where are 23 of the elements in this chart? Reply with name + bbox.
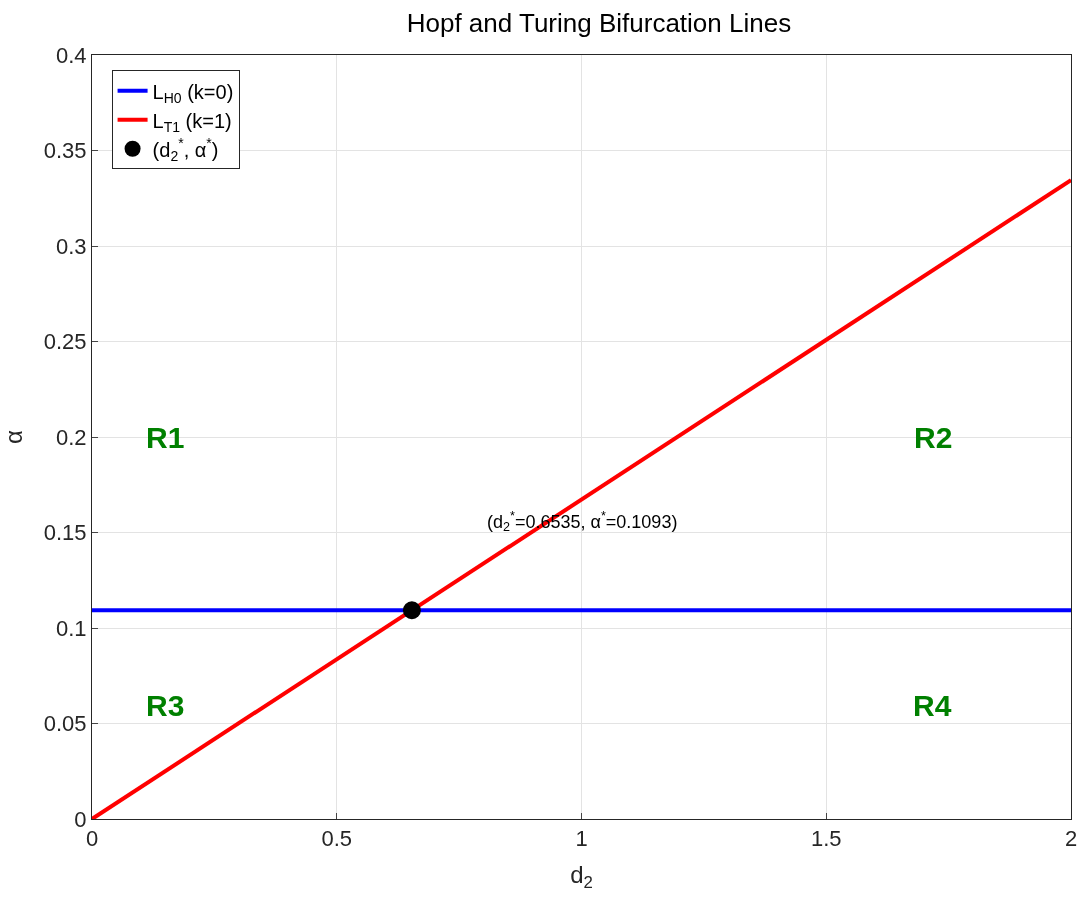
legend-label: L$_{T1}$ (k=1) bbox=[152, 109, 232, 135]
y-tick-label: 0.2 bbox=[56, 424, 87, 450]
y-tick-label: 0.15 bbox=[43, 520, 87, 546]
y-tick-label: 0.05 bbox=[43, 711, 87, 737]
legend-label: L$_{H0}$ (k=0) bbox=[152, 80, 234, 106]
x-tick-label: 0.5 bbox=[321, 826, 353, 852]
y-tick-label: 0.4 bbox=[56, 42, 87, 68]
y-tick-label: 0.3 bbox=[56, 233, 87, 259]
chart-title: Hopf and Turing Bifurcation Lines bbox=[406, 7, 792, 38]
x-tick-label: 1.5 bbox=[810, 826, 842, 852]
y-tick-label: 0.35 bbox=[43, 138, 87, 164]
annotation: R2 bbox=[914, 421, 953, 454]
x-axis-title: d$_{2}$ bbox=[570, 860, 593, 892]
annotation: R4 bbox=[913, 689, 952, 722]
x-tick-label: 2 bbox=[1064, 826, 1078, 852]
x-tick-label: 1 bbox=[575, 826, 588, 852]
annotation: R1 bbox=[146, 421, 185, 454]
y-tick-label: 0 bbox=[74, 806, 87, 832]
y-tick-label: 0.25 bbox=[43, 329, 87, 355]
y-axis-title: α bbox=[0, 429, 27, 444]
y-tick-label: 0.1 bbox=[56, 615, 87, 641]
legend-label: (d$_{2}$$^{*}$, α$^{*}$) bbox=[152, 135, 219, 164]
annotation: R3 bbox=[146, 689, 185, 722]
